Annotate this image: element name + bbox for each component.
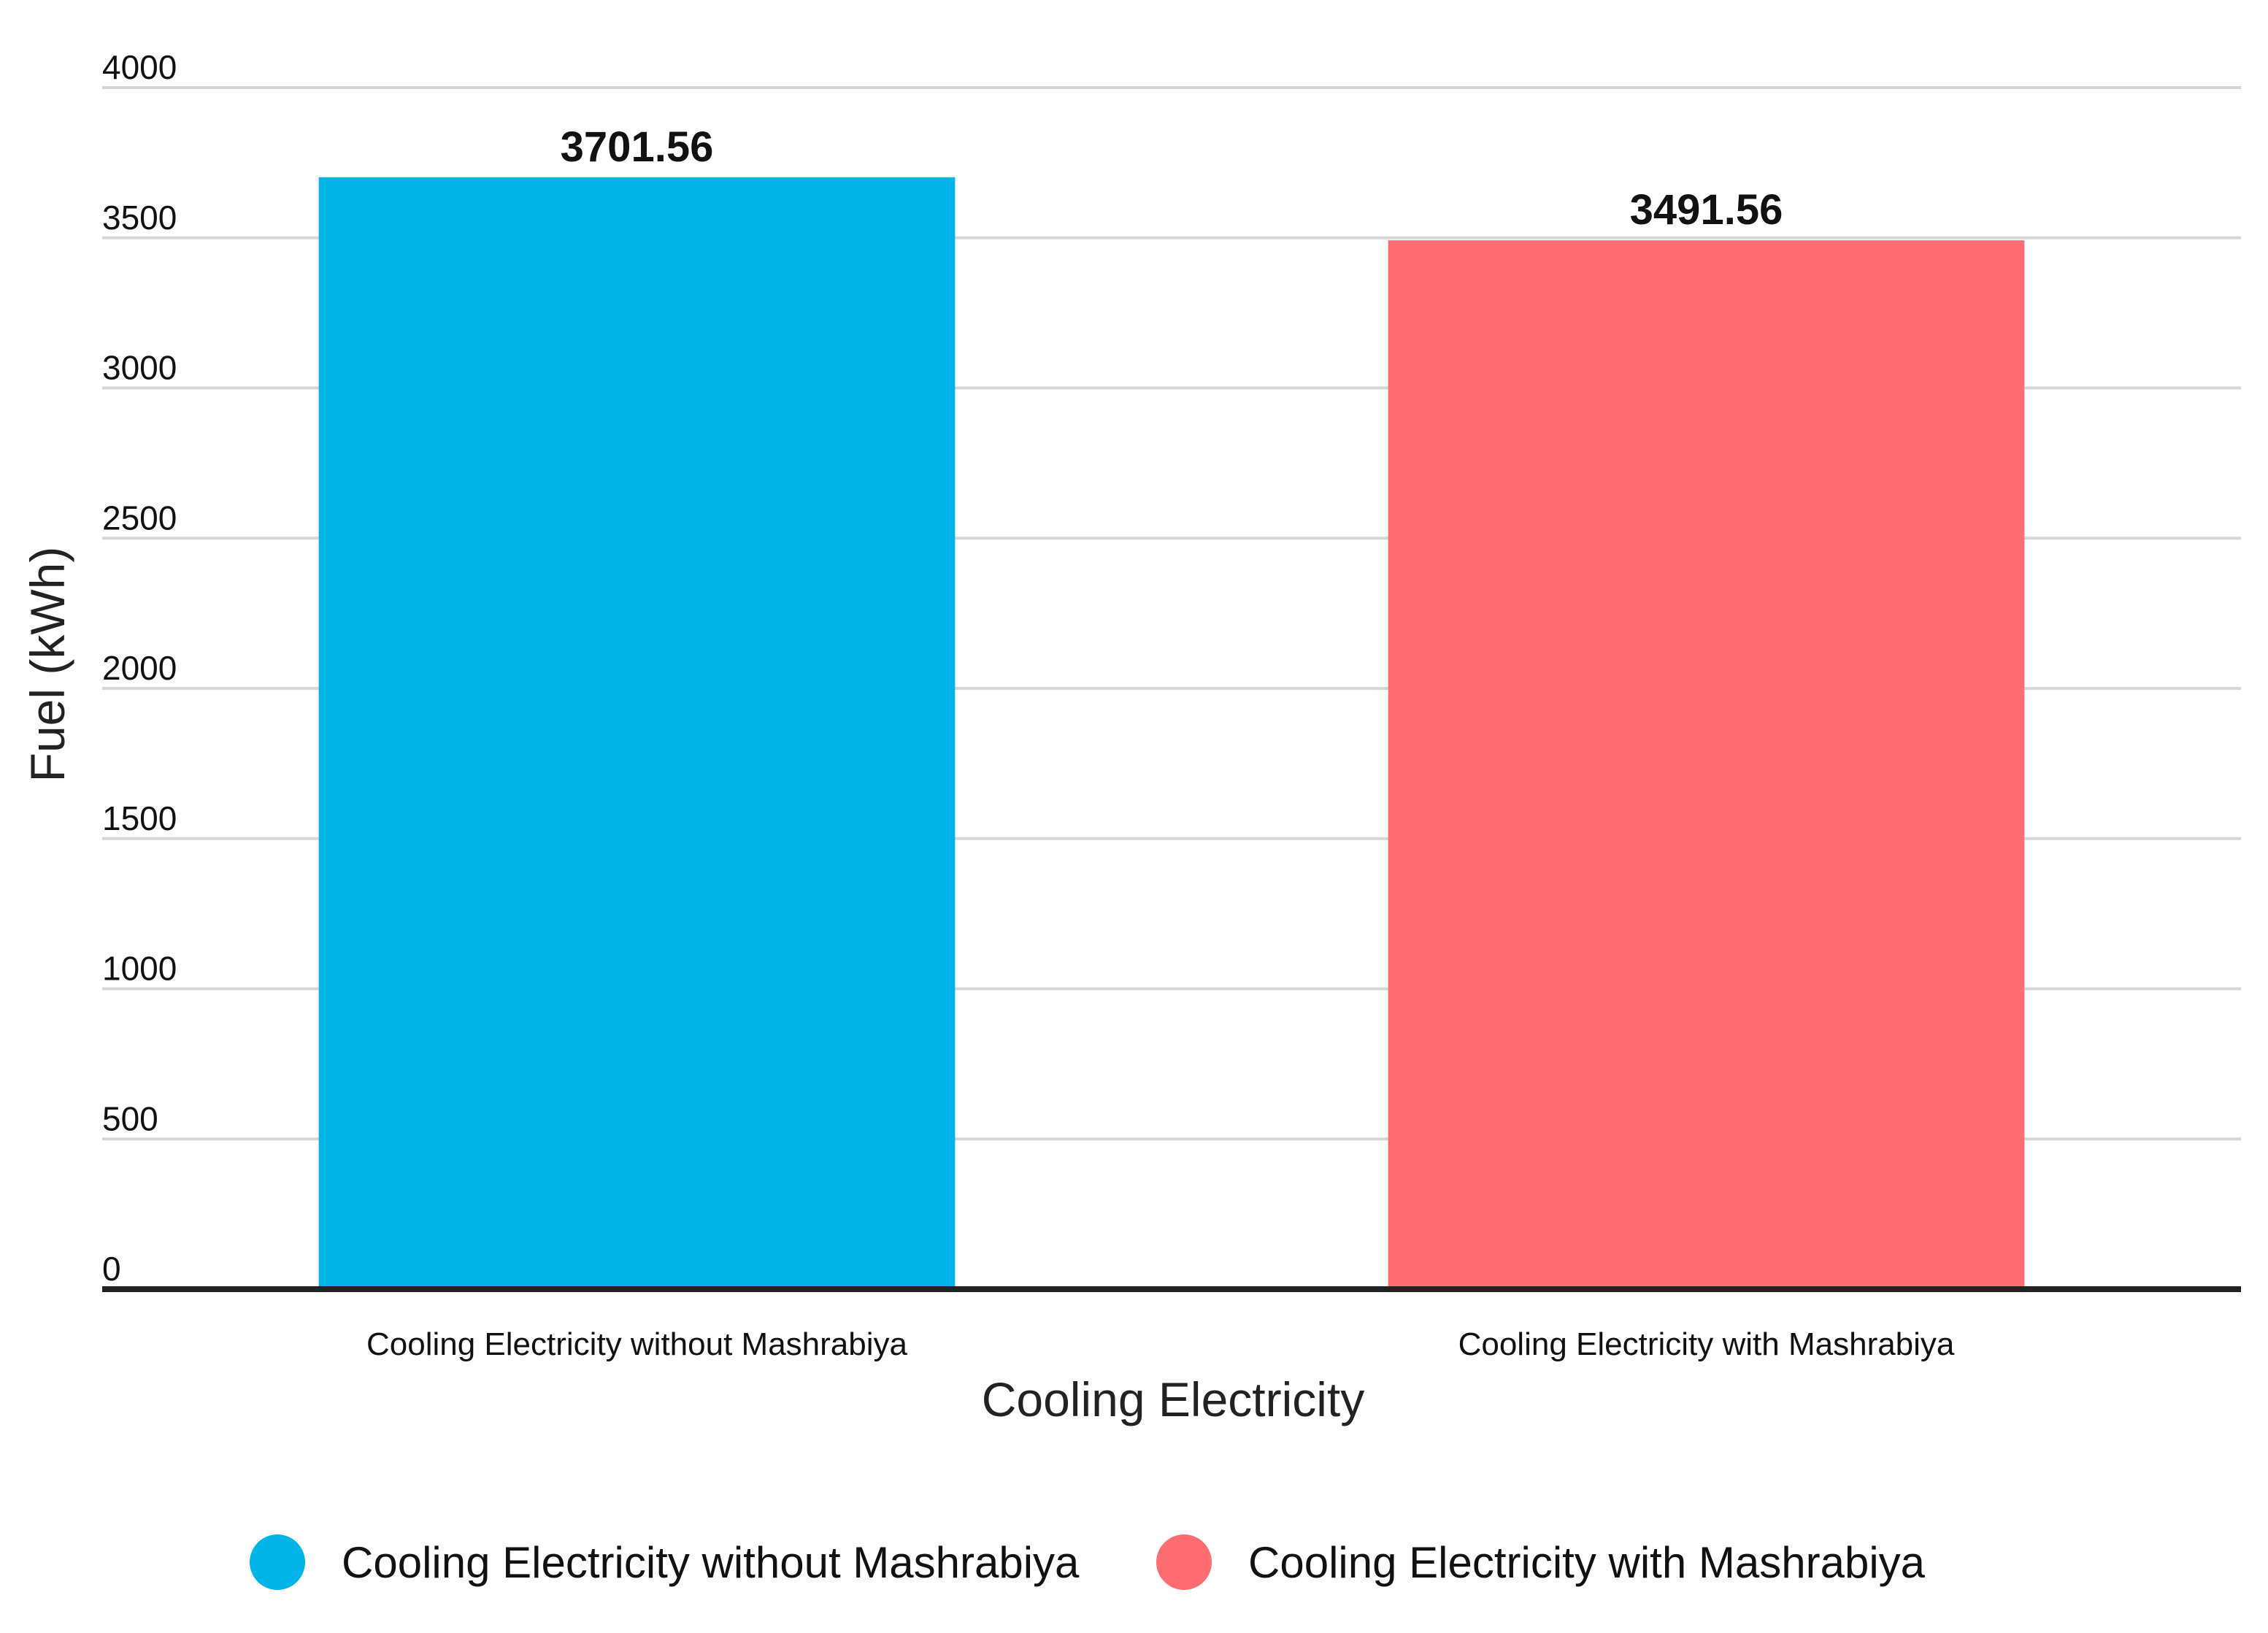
y-tick-label: 2000	[102, 649, 177, 687]
data-labels: 3701.56 3491.56	[561, 123, 1783, 234]
y-tick-label: 1000	[102, 950, 177, 988]
y-tick-label: 1500	[102, 799, 177, 837]
y-tick-label: 3500	[102, 199, 177, 237]
data-label-1: 3701.56	[561, 123, 714, 171]
y-tick-label: 0	[102, 1250, 121, 1288]
y-axis-title: Fuel (kWh)	[20, 547, 74, 783]
bar-2	[1388, 240, 2025, 1290]
y-tick-label: 500	[102, 1099, 158, 1137]
legend-label-2: Cooling Electricity with Mashrabiya	[1248, 1538, 1926, 1587]
y-tick-label: 4000	[102, 48, 177, 86]
legend: Cooling Electricity without Mashrabiya Co…	[250, 1534, 1926, 1590]
legend-label-1: Cooling Electricity without Mashrabiya	[342, 1538, 1080, 1587]
x-axis-title: Cooling Electricity	[982, 1372, 1365, 1426]
legend-swatch-1	[250, 1534, 305, 1590]
x-category-label-2: Cooling Electricity with Mashrabiya	[1458, 1326, 1955, 1362]
data-label-2: 3491.56	[1630, 186, 1783, 234]
y-axis-ticks: 0 500 1000 1500 2000 2500 3000 3500 4000	[102, 48, 177, 1288]
y-tick-label: 3000	[102, 349, 177, 387]
x-category-label-1: Cooling Electricity without Mashrabiya	[366, 1326, 908, 1362]
y-tick-label: 2500	[102, 499, 177, 537]
bars	[318, 177, 2025, 1290]
bar-1	[318, 177, 956, 1289]
legend-swatch-2	[1156, 1534, 1212, 1590]
x-axis-categories: Cooling Electricity without Mashrabiya Co…	[366, 1326, 1955, 1362]
